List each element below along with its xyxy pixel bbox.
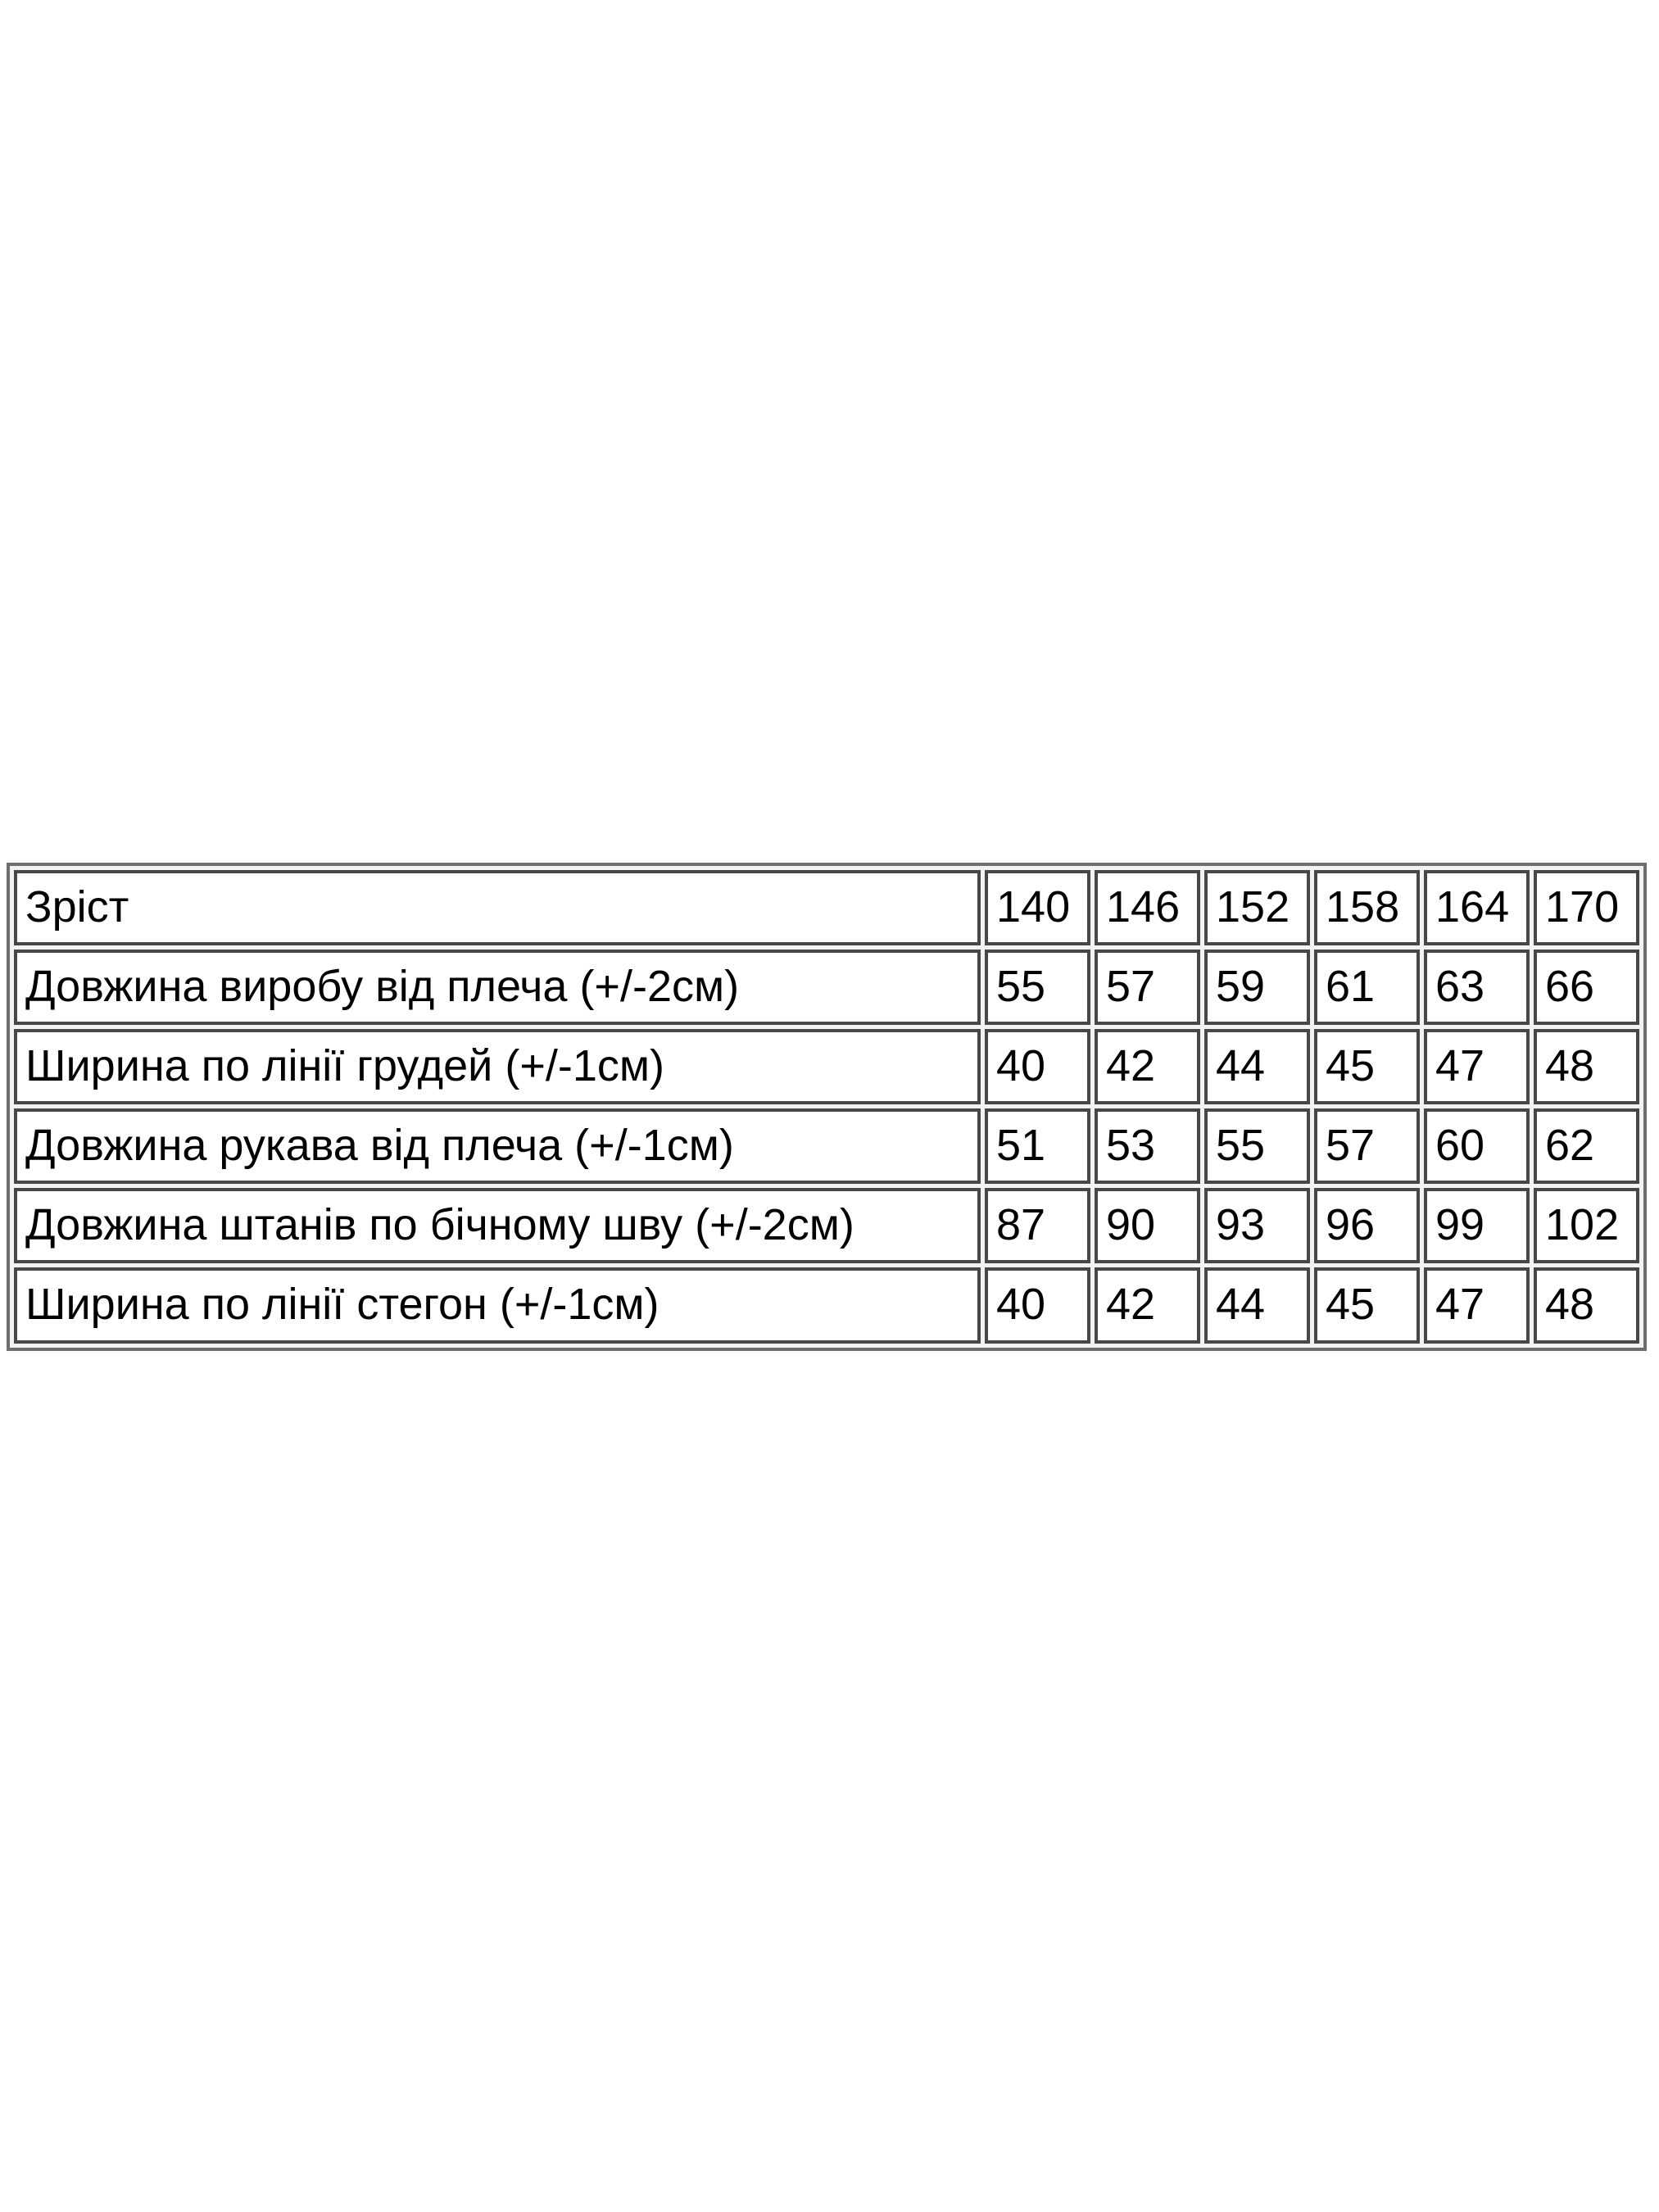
table-cell: 60	[1424, 1108, 1530, 1185]
row-label: Ширина по лінії грудей (+/-1см)	[14, 1029, 981, 1105]
table-cell: 61	[1314, 950, 1420, 1026]
table-cell: 42	[1095, 1267, 1200, 1344]
table-row-sleeve-length: Довжина рукава від плеча (+/-1см) 51 53 …	[14, 1108, 1639, 1185]
header-label-zrist: Зріст	[14, 870, 981, 946]
table-cell: 44	[1204, 1029, 1310, 1105]
table-cell: 55	[985, 950, 1090, 1026]
table-cell: 87	[985, 1188, 1090, 1264]
row-label: Ширина по лінії стегон (+/-1см)	[14, 1267, 981, 1344]
size-chart: Зріст 140 146 152 158 164 170 Довжина ви…	[7, 863, 1647, 1351]
table-cell: 62	[1534, 1108, 1639, 1185]
table-cell: 51	[985, 1108, 1090, 1185]
table-cell: 55	[1204, 1108, 1310, 1185]
table-cell: 44	[1204, 1267, 1310, 1344]
header-size-140: 140	[985, 870, 1090, 946]
table-cell: 102	[1534, 1188, 1639, 1264]
table-row-header: Зріст 140 146 152 158 164 170	[14, 870, 1639, 946]
table-cell: 90	[1095, 1188, 1200, 1264]
table-cell: 93	[1204, 1188, 1310, 1264]
table-cell: 99	[1424, 1188, 1530, 1264]
table-cell: 40	[985, 1267, 1090, 1344]
row-label: Довжина виробу від плеча (+/-2см)	[14, 950, 981, 1026]
size-chart-table: Зріст 140 146 152 158 164 170 Довжина ви…	[7, 863, 1647, 1351]
table-cell: 57	[1095, 950, 1200, 1026]
table-cell: 40	[985, 1029, 1090, 1105]
table-cell: 47	[1424, 1267, 1530, 1344]
row-label: Довжина рукава від плеча (+/-1см)	[14, 1108, 981, 1185]
header-size-146: 146	[1095, 870, 1200, 946]
table-cell: 47	[1424, 1029, 1530, 1105]
table-cell: 57	[1314, 1108, 1420, 1185]
table-cell: 45	[1314, 1029, 1420, 1105]
table-row-hip-width: Ширина по лінії стегон (+/-1см) 40 42 44…	[14, 1267, 1639, 1344]
table-cell: 63	[1424, 950, 1530, 1026]
table-cell: 45	[1314, 1267, 1420, 1344]
table-row-pants-length: Довжина штанів по бічному шву (+/-2см) 8…	[14, 1188, 1639, 1264]
table-cell: 42	[1095, 1029, 1200, 1105]
table-cell: 59	[1204, 950, 1310, 1026]
header-size-158: 158	[1314, 870, 1420, 946]
table-cell: 48	[1534, 1267, 1639, 1344]
header-size-164: 164	[1424, 870, 1530, 946]
row-label: Довжина штанів по бічному шву (+/-2см)	[14, 1188, 981, 1264]
table-cell: 96	[1314, 1188, 1420, 1264]
header-size-170: 170	[1534, 870, 1639, 946]
table-row-chest-width: Ширина по лінії грудей (+/-1см) 40 42 44…	[14, 1029, 1639, 1105]
table-cell: 66	[1534, 950, 1639, 1026]
table-cell: 53	[1095, 1108, 1200, 1185]
header-size-152: 152	[1204, 870, 1310, 946]
table-cell: 48	[1534, 1029, 1639, 1105]
table-row-product-length: Довжина виробу від плеча (+/-2см) 55 57 …	[14, 950, 1639, 1026]
